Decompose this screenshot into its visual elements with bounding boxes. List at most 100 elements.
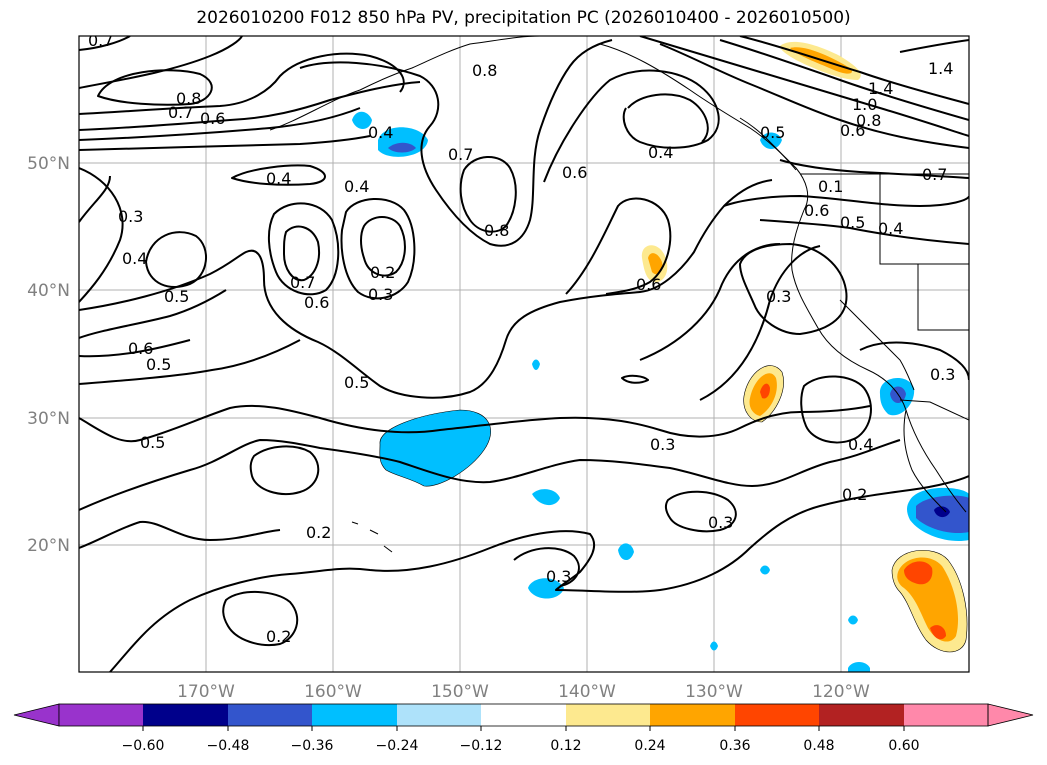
precip-area-negative — [760, 132, 782, 149]
contour-label: 0.5 — [140, 433, 165, 452]
contour-label: 0.3 — [930, 365, 955, 384]
pv-contour — [513, 547, 580, 587]
pv-contour — [664, 490, 737, 533]
precip-shading — [352, 41, 969, 672]
lon-tick-label: 140°W — [558, 682, 616, 702]
chart-title: 2026010200 F012 850 hPa PV, precipitatio… — [196, 8, 851, 28]
contour-label: 0.4 — [878, 219, 903, 238]
colorbar-bin — [228, 704, 312, 726]
contour-label: 0.1 — [818, 177, 843, 196]
contour-label: 1.0 — [852, 95, 877, 114]
pv-contour — [659, 43, 969, 149]
contour-label: 0.6 — [304, 293, 329, 312]
precip-area-negative — [379, 410, 491, 487]
grid-lines — [79, 36, 969, 672]
contour-label: 0.7 — [290, 273, 315, 292]
colorbar-bin — [397, 704, 481, 726]
contour-label: 0.3 — [766, 287, 791, 306]
precip-area-negative — [528, 578, 564, 599]
contour-label: 0.8 — [472, 61, 497, 80]
coastline-bc-islands — [739, 117, 797, 171]
pv-contour — [79, 520, 281, 549]
contour-label: 0.4 — [848, 435, 873, 454]
contour-label: 0.8 — [176, 89, 201, 108]
colorbar-extend-high — [987, 703, 1034, 727]
contour-label: 0.4 — [344, 177, 369, 196]
precip-area-core — [890, 386, 906, 403]
lon-tick-label: 130°W — [685, 682, 743, 702]
lat-tick-label: 30°N — [27, 409, 70, 429]
pv-contour — [79, 135, 371, 151]
precip-area-core — [648, 253, 663, 275]
pv-contour — [759, 219, 969, 245]
colorbar-extend-high-fill — [904, 704, 988, 726]
lon-axis-labels: 170°W 160°W 150°W 140°W 130°W 120°W — [177, 682, 870, 702]
pv-contour — [79, 439, 901, 511]
contour-label: 0.6 — [562, 163, 587, 182]
pv-contour — [79, 339, 191, 358]
precip-area-negative — [710, 641, 718, 651]
colorbar-tick-label: −0.24 — [376, 738, 419, 754]
contour-label: 0.7 — [88, 31, 113, 50]
pv-contour — [79, 175, 111, 223]
coastline-alaska-panhandle — [599, 43, 809, 211]
colorbar-tick-label: −0.36 — [291, 738, 334, 754]
pv-contour — [719, 39, 969, 121]
contour-label: 0.3 — [118, 207, 143, 226]
precip-area-core — [930, 625, 946, 640]
pv-contour — [222, 590, 299, 646]
contour-label: 0.7 — [448, 145, 473, 164]
colorbar-ticks — [142, 726, 905, 731]
precip-area-core — [904, 561, 933, 585]
pv-contour — [899, 39, 969, 53]
pv-contour — [109, 475, 969, 672]
pv-contour — [79, 339, 301, 385]
contour-label: 0.6 — [804, 201, 829, 220]
lon-tick-label: 120°W — [812, 682, 870, 702]
colorbar-tick-label: 0.48 — [803, 738, 834, 754]
pv-contour — [299, 39, 613, 247]
lon-tick-label: 150°W — [431, 682, 489, 702]
contour-label: 0.3 — [708, 513, 733, 532]
contour-label: 0.4 — [122, 249, 147, 268]
pv-contour — [360, 216, 406, 277]
contour-label: 0.6 — [840, 121, 865, 140]
contour-labels: 0.7 0.8 0.7 0.6 0.4 0.8 0.7 0.6 0.4 0.5 … — [88, 31, 955, 646]
map-background — [79, 36, 969, 672]
map-frame — [78, 35, 970, 673]
precip-area-negative — [848, 662, 870, 672]
pv-contour — [79, 36, 131, 51]
contour-label: 0.4 — [266, 169, 291, 188]
contour-label: 0.4 — [368, 123, 393, 142]
pv-contour — [543, 69, 720, 183]
pv-contour — [565, 197, 672, 295]
pv-contour — [79, 179, 773, 399]
colorbar-tick-label: 0.36 — [719, 738, 750, 754]
pv-contour — [231, 164, 326, 186]
colorbar-tick-label: 0.60 — [888, 738, 919, 754]
contour-label: 0.8 — [856, 111, 881, 130]
contour-label: 0.5 — [146, 355, 171, 374]
colorbar-bin — [312, 704, 397, 726]
colorbar-frame — [58, 703, 989, 727]
precip-area-negative — [760, 565, 770, 575]
pv-contour — [800, 375, 872, 444]
contour-label: 0.3 — [368, 285, 393, 304]
pv-contour — [779, 159, 969, 179]
colorbar-bin — [566, 704, 650, 726]
precip-area-core — [934, 506, 950, 518]
precip-area-core — [760, 383, 770, 399]
pv-contour — [340, 197, 416, 300]
colorbar-tick-label: 0.12 — [550, 738, 581, 754]
hawaii-islands — [351, 521, 393, 553]
lat-tick-label: 20°N — [27, 536, 70, 556]
contour-label: 0.4 — [648, 143, 673, 162]
contour-label: 0.2 — [306, 523, 331, 542]
colorbar-tick-label: 0.24 — [634, 738, 665, 754]
contour-label: 0.2 — [266, 627, 291, 646]
pv-contour — [97, 69, 213, 106]
colorbar-bin — [819, 704, 904, 726]
pv-contour — [249, 445, 320, 495]
contour-label: 0.2 — [842, 485, 867, 504]
pv-contour — [79, 81, 421, 131]
